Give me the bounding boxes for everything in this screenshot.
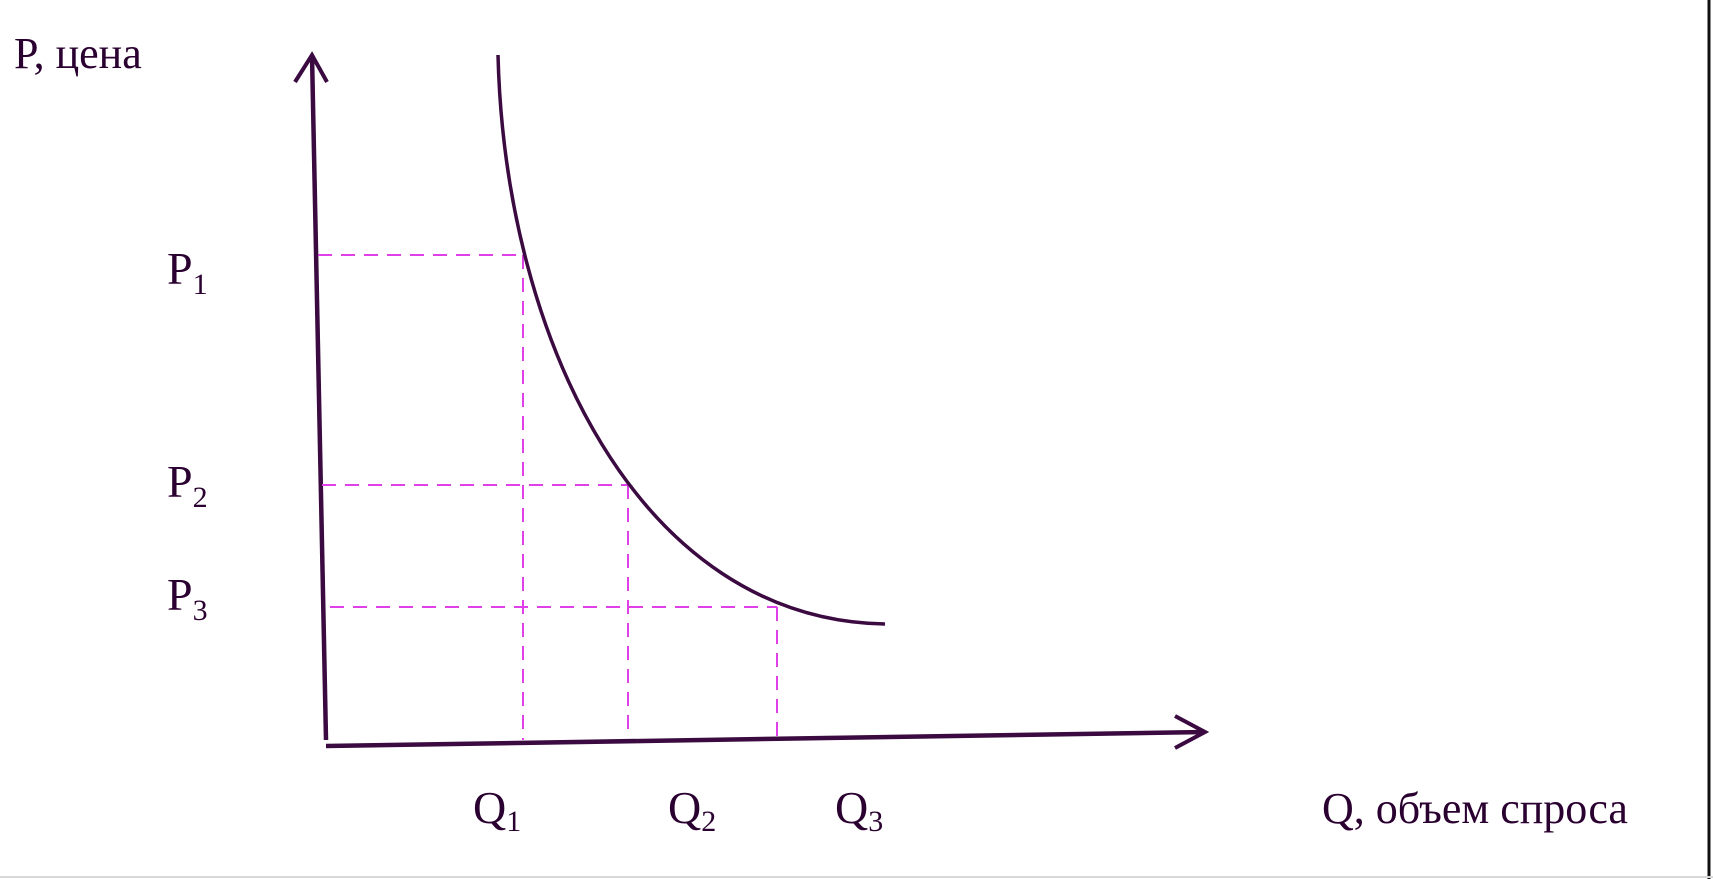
quantity-label-q1: Q1 [473,782,521,838]
demand-curve [496,54,886,626]
x-axis [325,729,1206,749]
price-label-p2: P2 [167,456,208,514]
guide-lines [318,254,778,740]
axes [293,51,1210,750]
quantity-label-q2: Q2 [668,782,716,838]
y-axis-arrowhead [293,51,329,84]
x-axis-title: Q, объем спроса [1322,784,1628,833]
quantity-label-q3: Q3 [835,782,883,838]
y-axis-title: P, цена [14,29,142,78]
y-axis [309,54,329,741]
x-axis-arrowhead [1174,714,1210,750]
price-label-p1: P1 [167,243,208,301]
price-label-p3: P3 [167,569,208,627]
